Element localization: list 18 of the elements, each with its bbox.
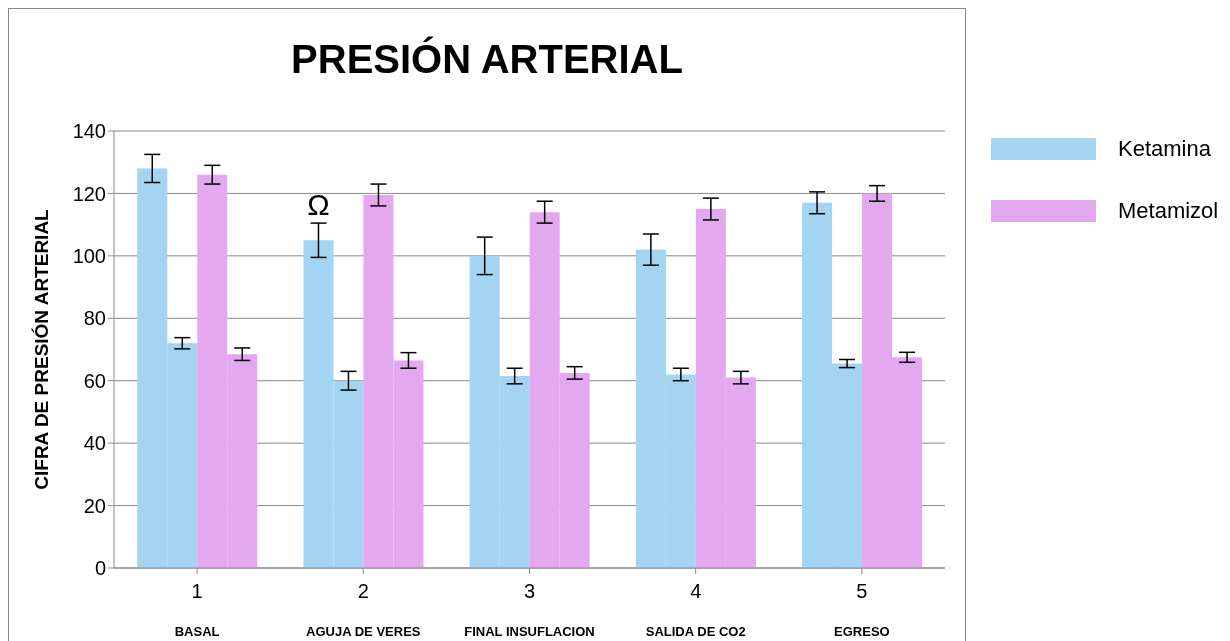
y-tick-label: 0 xyxy=(94,557,106,580)
y-tick-label: 40 xyxy=(83,432,106,455)
x-tick-label: 4 SALIDA DE CO2 xyxy=(645,580,746,639)
y-axis-title: CIFRA DE PRESIÓN ARTERIAL xyxy=(30,208,52,490)
x-tick-label: 5 EGRESO xyxy=(834,580,890,639)
x-tick-label: 3 FINAL INSUFLACION xyxy=(464,580,595,639)
y-tick-label: 80 xyxy=(83,307,106,330)
chart-title: PRESIÓN ARTERIAL xyxy=(290,37,684,82)
y-tick-label: 140 xyxy=(72,120,106,143)
y-tick-label: 20 xyxy=(83,494,106,517)
legend-label: Ketamina xyxy=(1118,136,1211,162)
y-tick-label: 60 xyxy=(83,369,106,392)
annotation: Ω xyxy=(307,187,330,221)
y-tick-label: 120 xyxy=(72,182,106,205)
x-tick-label: 1 BASAL xyxy=(174,580,220,639)
legend-label: Metamizol xyxy=(1118,198,1219,224)
x-tick-label: 2 AGUJA DE VERES xyxy=(306,580,421,639)
y-tick-label: 100 xyxy=(72,244,106,267)
